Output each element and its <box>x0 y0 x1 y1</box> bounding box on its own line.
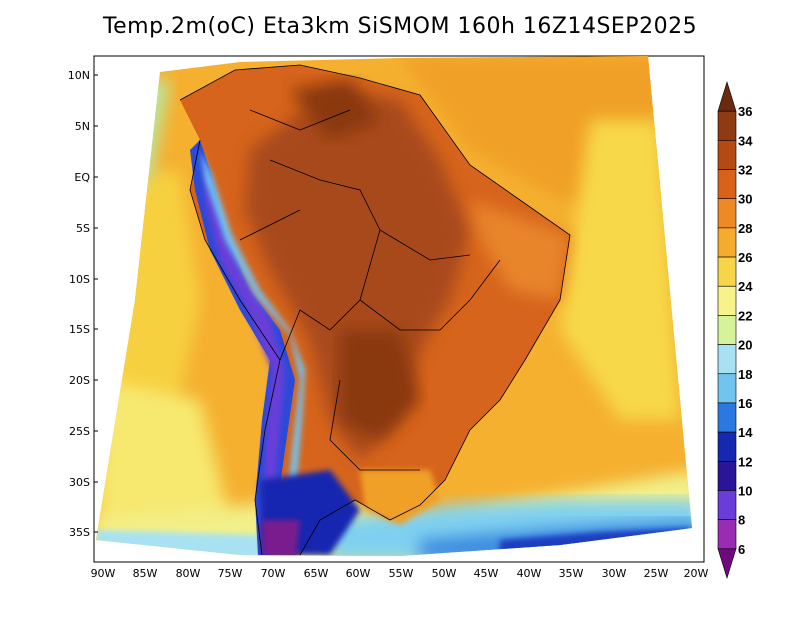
lon-label: 85W <box>133 567 158 580</box>
lat-label: 5S <box>76 222 90 235</box>
colorbar-swatch <box>717 198 737 229</box>
colorbar-label: 20 <box>738 338 752 353</box>
colorbar-swatch <box>717 431 737 462</box>
colorbar-label: 18 <box>738 367 752 382</box>
colorbar-swatch <box>717 227 737 258</box>
lon-label: 90W <box>91 567 116 580</box>
colorbar-swatch <box>717 256 737 287</box>
lat-label: 10S <box>69 273 90 286</box>
lon-label: 25W <box>644 567 669 580</box>
colorbar-label: 16 <box>738 396 752 411</box>
lon-label: 50W <box>432 567 457 580</box>
lon-label: 65W <box>304 567 329 580</box>
latitude-axis: 10N 5N EQ 5S 10S 15S 20S 25S 30S 35S <box>68 69 98 539</box>
colorbar-swatch <box>717 315 737 345</box>
colorbar-label: 30 <box>738 192 752 207</box>
lon-label: 70W <box>261 567 286 580</box>
colorbar-label: 10 <box>738 483 752 498</box>
lat-label: 10N <box>68 69 90 82</box>
lat-label: 15S <box>69 323 90 336</box>
colorbar-swatch <box>717 285 737 316</box>
colorbar-label: 14 <box>738 425 753 440</box>
country-boundaries <box>179 64 571 556</box>
colorbar-label: 34 <box>738 133 753 148</box>
lon-label: 45W <box>474 567 499 580</box>
colorbar-label: 12 <box>738 454 752 469</box>
lat-label: 35S <box>69 526 90 539</box>
lon-label: 55W <box>389 567 414 580</box>
colorbar-arrow-top <box>717 80 737 112</box>
lon-label: 75W <box>218 567 243 580</box>
colorbar-swatch <box>717 169 737 200</box>
lon-label: 20W <box>684 567 709 580</box>
colorbar: 36 34 32 30 28 26 24 22 20 18 16 14 12 10 8 6 <box>717 80 753 580</box>
longitude-axis: 90W 85W 80W 75W 70W 65W 60W 55W 50W 45W … <box>91 567 709 580</box>
colorbar-swatch <box>717 344 737 375</box>
map-title: Temp.2m(oC) Eta3km SiSMOM 160h 16Z14SEP2… <box>102 14 698 39</box>
colorbar-swatch <box>717 519 737 550</box>
lat-label: 25S <box>69 425 90 438</box>
colorbar-label: 24 <box>738 279 753 294</box>
lon-label: 30W <box>602 567 627 580</box>
lat-label: 20S <box>69 374 90 387</box>
lon-label: 35W <box>559 567 584 580</box>
colorbar-swatch <box>717 373 737 404</box>
colorbar-swatch <box>717 140 737 170</box>
lon-label: 60W <box>346 567 371 580</box>
lat-label: 30S <box>69 476 90 489</box>
colorbar-label: 6 <box>738 542 745 557</box>
colorbar-swatch <box>717 490 737 520</box>
colorbar-label: 8 <box>738 513 745 528</box>
colorbar-label: 26 <box>738 250 752 265</box>
colorbar-swatch <box>717 110 737 141</box>
lat-label: EQ <box>74 171 90 184</box>
colorbar-label: 28 <box>738 221 752 236</box>
lon-label: 80W <box>176 567 201 580</box>
lat-label: 5N <box>75 120 90 133</box>
south-america-landmass <box>180 65 570 556</box>
colorbar-label: 22 <box>738 308 752 323</box>
lon-label: 40W <box>517 567 542 580</box>
colorbar-arrow-bottom <box>717 548 737 580</box>
colorbar-swatch <box>717 460 737 491</box>
colorbar-label: 32 <box>738 163 752 178</box>
colorbar-swatch <box>717 402 737 433</box>
colorbar-label: 36 <box>738 104 752 119</box>
